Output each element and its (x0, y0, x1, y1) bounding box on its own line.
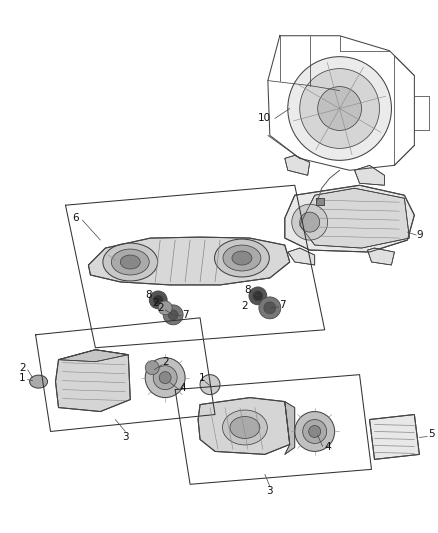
Polygon shape (285, 185, 414, 252)
Circle shape (309, 425, 321, 438)
Ellipse shape (230, 416, 260, 439)
Circle shape (168, 310, 178, 320)
Text: 1: 1 (19, 373, 26, 383)
Text: 6: 6 (72, 213, 79, 223)
Circle shape (145, 361, 159, 375)
Ellipse shape (223, 245, 261, 271)
Circle shape (292, 204, 328, 240)
Text: 2: 2 (157, 303, 163, 313)
Circle shape (145, 358, 185, 398)
Polygon shape (355, 165, 385, 185)
Circle shape (158, 301, 172, 315)
Text: 8: 8 (244, 285, 251, 295)
Ellipse shape (223, 410, 267, 445)
Text: 2: 2 (162, 357, 169, 367)
Circle shape (149, 291, 167, 309)
Text: 7: 7 (182, 310, 188, 320)
Polygon shape (367, 248, 395, 265)
Polygon shape (88, 237, 290, 285)
Circle shape (163, 305, 183, 325)
Ellipse shape (111, 249, 149, 275)
Text: 3: 3 (267, 486, 273, 496)
Circle shape (288, 56, 392, 160)
Circle shape (249, 287, 267, 305)
Text: 2: 2 (152, 298, 159, 308)
Circle shape (318, 86, 361, 131)
Polygon shape (285, 401, 295, 455)
Ellipse shape (120, 255, 140, 269)
Polygon shape (56, 350, 130, 411)
Ellipse shape (215, 239, 269, 277)
Polygon shape (59, 350, 128, 362)
Circle shape (253, 291, 263, 301)
Text: 3: 3 (122, 432, 129, 442)
Polygon shape (300, 188, 410, 248)
Ellipse shape (103, 243, 158, 281)
Text: 1: 1 (199, 373, 205, 383)
Ellipse shape (30, 375, 48, 388)
Circle shape (295, 411, 335, 451)
Polygon shape (370, 415, 419, 459)
Text: 2: 2 (242, 301, 248, 311)
Text: 4: 4 (180, 383, 187, 393)
Text: 4: 4 (325, 442, 331, 453)
Text: 10: 10 (258, 114, 272, 124)
Text: 2: 2 (19, 362, 26, 373)
Circle shape (259, 297, 281, 319)
Circle shape (303, 419, 327, 443)
Circle shape (153, 366, 177, 390)
Circle shape (300, 69, 379, 148)
Polygon shape (316, 198, 324, 205)
Circle shape (153, 295, 163, 305)
Polygon shape (198, 398, 290, 455)
Ellipse shape (232, 251, 252, 265)
Text: 7: 7 (279, 300, 286, 310)
Text: 8: 8 (145, 290, 152, 300)
Polygon shape (285, 155, 310, 175)
Circle shape (300, 212, 320, 232)
Text: 9: 9 (416, 230, 423, 240)
Circle shape (159, 372, 171, 384)
Circle shape (264, 302, 276, 314)
Text: 5: 5 (428, 430, 434, 440)
Circle shape (200, 375, 220, 394)
Polygon shape (288, 248, 314, 265)
